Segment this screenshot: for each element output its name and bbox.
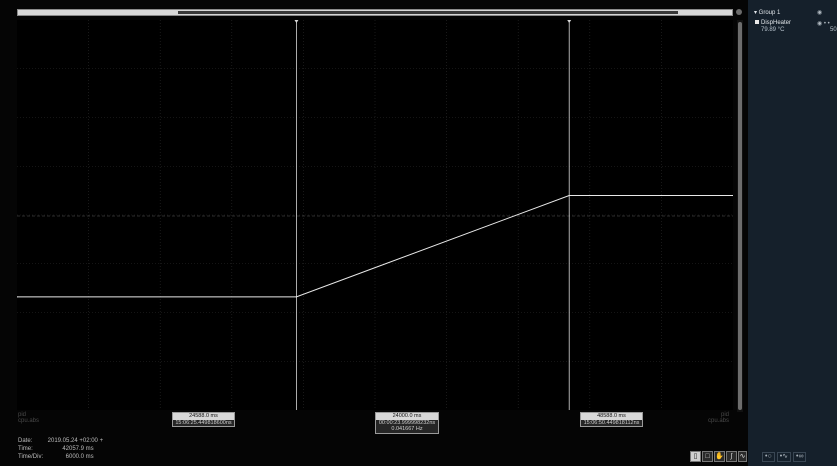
time-label: Time:: [18, 446, 33, 452]
timediv-label: Time/Div:: [18, 454, 44, 460]
info-date-row: Date: 2019.05.24 +02:00 +: [18, 438, 103, 445]
date-suffix[interactable]: +: [99, 438, 104, 444]
cursor-delta-duration: 00:00:23.999998232ns: [376, 419, 438, 426]
plot-area[interactable]: [17, 20, 733, 410]
panel-toolbar: •○ •∿ •∞: [762, 452, 808, 462]
info-time-row: Time: 42057.9 ms: [18, 446, 94, 453]
channel-value: 79.89 °C: [761, 27, 785, 33]
vertical-scroll-thumb[interactable]: [738, 22, 742, 410]
series-line: [17, 195, 733, 298]
series-point: [568, 194, 570, 197]
cursor-left-marker: [294, 20, 299, 23]
channel-color-swatch: [755, 20, 759, 24]
overview-thumb[interactable]: [178, 11, 678, 14]
pan-tool-icon[interactable]: ✋: [714, 451, 725, 462]
measure-tool-icon[interactable]: ∫: [726, 451, 737, 462]
wave-tool-icon[interactable]: ∿: [738, 451, 747, 462]
cursor-right-time: 48588.0 ms: [597, 413, 626, 419]
series-point: [732, 194, 733, 197]
timediv-value: 6000.0 ms: [65, 454, 94, 460]
eye-icon[interactable]: ◉: [817, 10, 823, 16]
overview-scrollbar[interactable]: [17, 9, 733, 16]
cursor-delta-time: 24000.0 ms: [392, 413, 422, 419]
group-header[interactable]: ▾ Group 1: [754, 10, 781, 16]
channel-side-value: 50: [830, 27, 837, 33]
date-value: 2019.05.24 +02:00: [47, 438, 98, 444]
vertical-scrollbar[interactable]: [737, 20, 743, 412]
cursor-right-timestamp: 15:06:50.449818112ns: [581, 419, 642, 426]
cursor-delta-readout: 24000.0 ms 00:00:23.999998232ns 0.041667…: [375, 412, 439, 434]
channel-panel: ▾ Group 1 ◉ DispHeater ◉ • • 79.89 °C 50…: [748, 0, 837, 466]
cursor-left-readout: 24588.0 ms 15:06:25.449818600ns: [172, 412, 235, 427]
waveform-chart: [17, 20, 733, 410]
cursor-right-readout: 48588.0 ms 15:06:50.449818112ns: [580, 412, 643, 427]
panel-tool-wave-icon[interactable]: •∿: [776, 452, 792, 462]
cursor-left-time: 24588.0 ms: [189, 413, 218, 419]
cursor-delta-frequency: 0.041667 Hz: [376, 426, 438, 433]
panel-tool-circle-icon[interactable]: •○: [762, 452, 775, 462]
series-point: [295, 296, 298, 298]
series-point: [17, 296, 18, 298]
cursor-tool-icon[interactable]: ▯: [690, 451, 701, 462]
panel-tool-infinity-icon[interactable]: •∞: [793, 452, 807, 462]
corner-label-left: pid cpu.abs: [18, 412, 40, 424]
time-value: 42057.9 ms: [62, 446, 94, 452]
overview-reset-icon[interactable]: [736, 9, 742, 15]
channel-name: DispHeater: [761, 20, 792, 26]
zoom-tool-icon[interactable]: □: [702, 451, 713, 462]
date-label: Date:: [18, 438, 33, 444]
channel-item[interactable]: DispHeater: [755, 20, 791, 27]
cursor-left-timestamp: 15:06:25.449818600ns: [173, 419, 234, 426]
info-timediv-row: Time/Div: 6000.0 ms: [18, 454, 94, 461]
cursor-right-marker: [567, 20, 572, 23]
corner-label-right: pid cpu.abs: [708, 412, 730, 424]
channel-eye-icon[interactable]: ◉ • •: [817, 21, 830, 27]
